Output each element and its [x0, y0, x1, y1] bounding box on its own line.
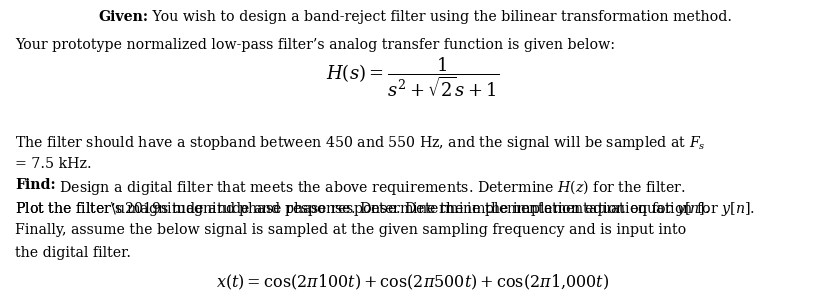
Text: Find:: Find:: [15, 178, 55, 192]
Text: the digital filter.: the digital filter.: [15, 246, 131, 260]
Text: You wish to design a band-reject filter using the bilinear transformation method: You wish to design a band-reject filter …: [148, 10, 732, 24]
Text: Given:: Given:: [98, 10, 148, 24]
Text: = 7.5 kHz.: = 7.5 kHz.: [15, 157, 92, 171]
Text: $H(s) = \dfrac{1}{s^2 + \sqrt{2}s + 1}$: $H(s) = \dfrac{1}{s^2 + \sqrt{2}s + 1}$: [326, 55, 500, 99]
Text: Design a digital filter that meets the above requirements. Determine $H(z)$ for : Design a digital filter that meets the a…: [55, 178, 686, 197]
Text: $x(t) = \cos(2\pi 100t) + \cos(2\pi 500t) + \cos(2\pi 1{,}000t)$: $x(t) = \cos(2\pi 100t) + \cos(2\pi 500t…: [216, 273, 610, 292]
Text: The filter should have a stopband between 450 and 550 Hz, and the signal will be: The filter should have a stopband betwee…: [15, 134, 705, 152]
Text: Your prototype normalized low-pass filter’s analog transfer function is given be: Your prototype normalized low-pass filte…: [15, 38, 615, 52]
Text: Plot the filter’s magnitude and phase response. Determine the implementation equ: Plot the filter’s magnitude and phase re…: [15, 200, 710, 218]
Text: Finally, assume the below signal is sampled at the given sampling frequency and : Finally, assume the below signal is samp…: [15, 223, 686, 237]
Text: Plot the filter\u2019s magnitude and phase response. Determine the implementatio: Plot the filter\u2019s magnitude and pha…: [15, 200, 755, 218]
